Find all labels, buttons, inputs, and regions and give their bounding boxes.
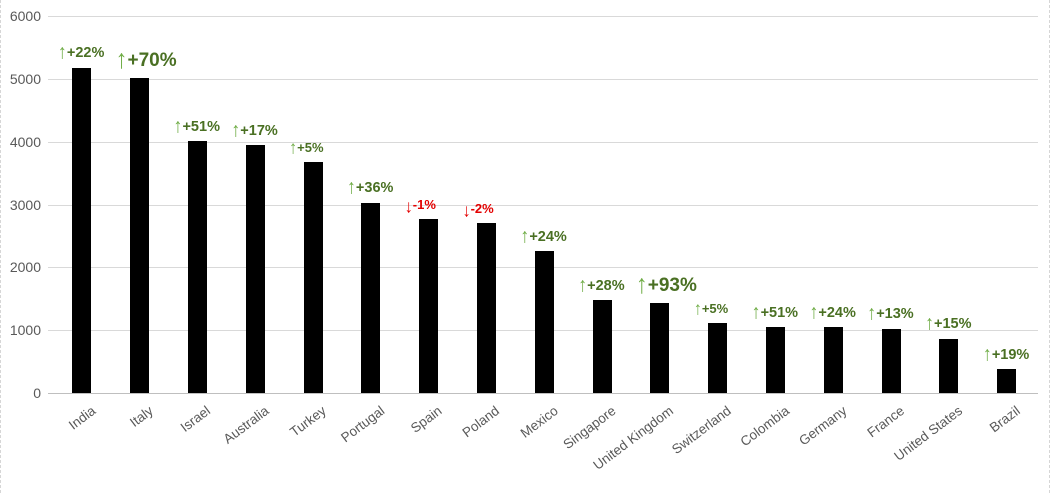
x-axis-label-colombia: Colombia: [736, 403, 792, 450]
annotation-united-states: ↑+15%: [924, 312, 972, 335]
annotation-label: +28%: [587, 277, 625, 294]
annotation-label: +70%: [127, 49, 177, 71]
annotation-united-kingdom: ↑+93%: [635, 269, 697, 300]
annotation-italy: ↑+70%: [115, 44, 177, 75]
up-arrow-icon: ↑: [693, 298, 702, 320]
up-arrow-icon: ↑: [57, 40, 67, 64]
annotation-portugal: ↑+36%: [346, 175, 394, 199]
bar-germany: [823, 327, 843, 393]
annotation-france: ↑+13%: [867, 302, 914, 325]
bar-colombia: [766, 327, 786, 393]
bar-australia: [245, 145, 265, 393]
x-axis-label-germany: Germany: [795, 403, 850, 449]
up-arrow-icon: ↑: [867, 302, 877, 325]
annotation-label: +51%: [182, 118, 220, 135]
x-axis-label-india: India: [65, 403, 98, 433]
bar-italy: [130, 77, 150, 393]
x-axis-label-poland: Poland: [459, 403, 503, 441]
annotation-mexico: ↑+24%: [520, 224, 567, 247]
x-axis-label-australia: Australia: [220, 403, 272, 447]
bar-portugal: [361, 202, 381, 393]
bar-united-kingdom: [650, 303, 670, 393]
annotation-label: +19%: [991, 346, 1030, 363]
annotation-turkey: ↑+5%: [289, 138, 324, 159]
y-axis-label-3000: 3000: [9, 196, 41, 213]
down-arrow-icon: ↓: [462, 201, 471, 222]
y-axis-label-2000: 2000: [9, 259, 41, 276]
up-arrow-icon: ↑: [635, 269, 648, 300]
x-axis-label-singapore: Singapore: [559, 403, 619, 453]
y-axis-label-0: 0: [33, 385, 41, 401]
annotation-colombia: ↑+51%: [751, 300, 799, 323]
annotation-australia: ↑+17%: [231, 118, 278, 142]
x-axis-label-italy: Italy: [126, 403, 156, 430]
bar-singapore: [592, 300, 612, 393]
x-axis-label-brazil: Brazil: [986, 403, 1023, 436]
annotation-label: +22%: [66, 45, 105, 62]
up-arrow-icon: ↑: [115, 44, 128, 75]
y-axis-label-6000: 6000: [9, 8, 41, 24]
gridline-3000: [48, 204, 1038, 206]
bar-switzerland: [708, 323, 728, 393]
up-arrow-icon: ↑: [924, 312, 934, 335]
x-axis-label-spain: Spain: [408, 403, 445, 436]
y-axis-label-4000: 4000: [9, 133, 41, 150]
annotation-singapore: ↑+28%: [578, 273, 625, 296]
up-arrow-icon: ↑: [520, 224, 530, 247]
annotation-label: +36%: [355, 180, 394, 197]
annotation-label: -1%: [412, 196, 436, 212]
bar-israel: [187, 141, 207, 393]
up-arrow-icon: ↑: [809, 300, 819, 323]
annotation-spain: ↓-1%: [405, 196, 436, 215]
x-axis-label-mexico: Mexico: [517, 403, 561, 441]
annotation-label: +13%: [876, 306, 914, 323]
up-arrow-icon: ↑: [289, 138, 298, 159]
gridline-5000: [48, 78, 1038, 80]
annotation-germany: ↑+24%: [809, 300, 856, 323]
annotation-switzerland: ↑+5%: [693, 298, 729, 320]
annotation-label: +51%: [760, 304, 799, 321]
gridline-6000: [48, 16, 1038, 17]
x-axis-label-france: France: [864, 403, 908, 441]
up-arrow-icon: ↑: [173, 114, 183, 137]
bar-turkey: [303, 162, 323, 393]
bar-mexico: [534, 251, 554, 393]
annotation-label: +15%: [934, 316, 972, 333]
annotation-label: +5%: [297, 140, 324, 156]
x-axis-label-switzerland: Switzerland: [668, 403, 734, 457]
x-axis-line: [48, 393, 1038, 394]
annotation-israel: ↑+51%: [173, 114, 220, 137]
annotation-label: +93%: [647, 275, 697, 297]
bar-united-states: [939, 338, 959, 393]
x-axis-label-turkey: Turkey: [287, 403, 330, 440]
x-axis-label-portugal: Portugal: [337, 403, 387, 446]
up-arrow-icon: ↑: [346, 175, 356, 199]
annotation-label: -2%: [470, 201, 494, 217]
annotation-india: ↑+22%: [57, 40, 105, 64]
bar-poland: [476, 223, 496, 393]
up-arrow-icon: ↑: [751, 300, 761, 323]
annotation-label: +24%: [529, 228, 567, 245]
annotation-label: +17%: [240, 122, 278, 139]
annotation-label: +5%: [701, 301, 729, 317]
up-arrow-icon: ↑: [578, 273, 588, 296]
bar-spain: [419, 218, 439, 393]
gridline-4000: [48, 141, 1038, 143]
bar-brazil: [997, 369, 1017, 393]
bar-france: [881, 328, 901, 393]
up-arrow-icon: ↑: [231, 118, 241, 142]
y-axis-label-5000: 5000: [9, 70, 41, 87]
down-arrow-icon: ↓: [404, 196, 413, 217]
x-axis-label-israel: Israel: [178, 403, 214, 435]
annotation-brazil: ↑+19%: [982, 342, 1030, 365]
annotation-label: +24%: [818, 304, 856, 321]
annotation-poland: ↓-2%: [462, 200, 494, 220]
y-axis-label-1000: 1000: [9, 322, 41, 339]
bar-india: [72, 67, 92, 393]
up-arrow-icon: ↑: [982, 342, 992, 365]
